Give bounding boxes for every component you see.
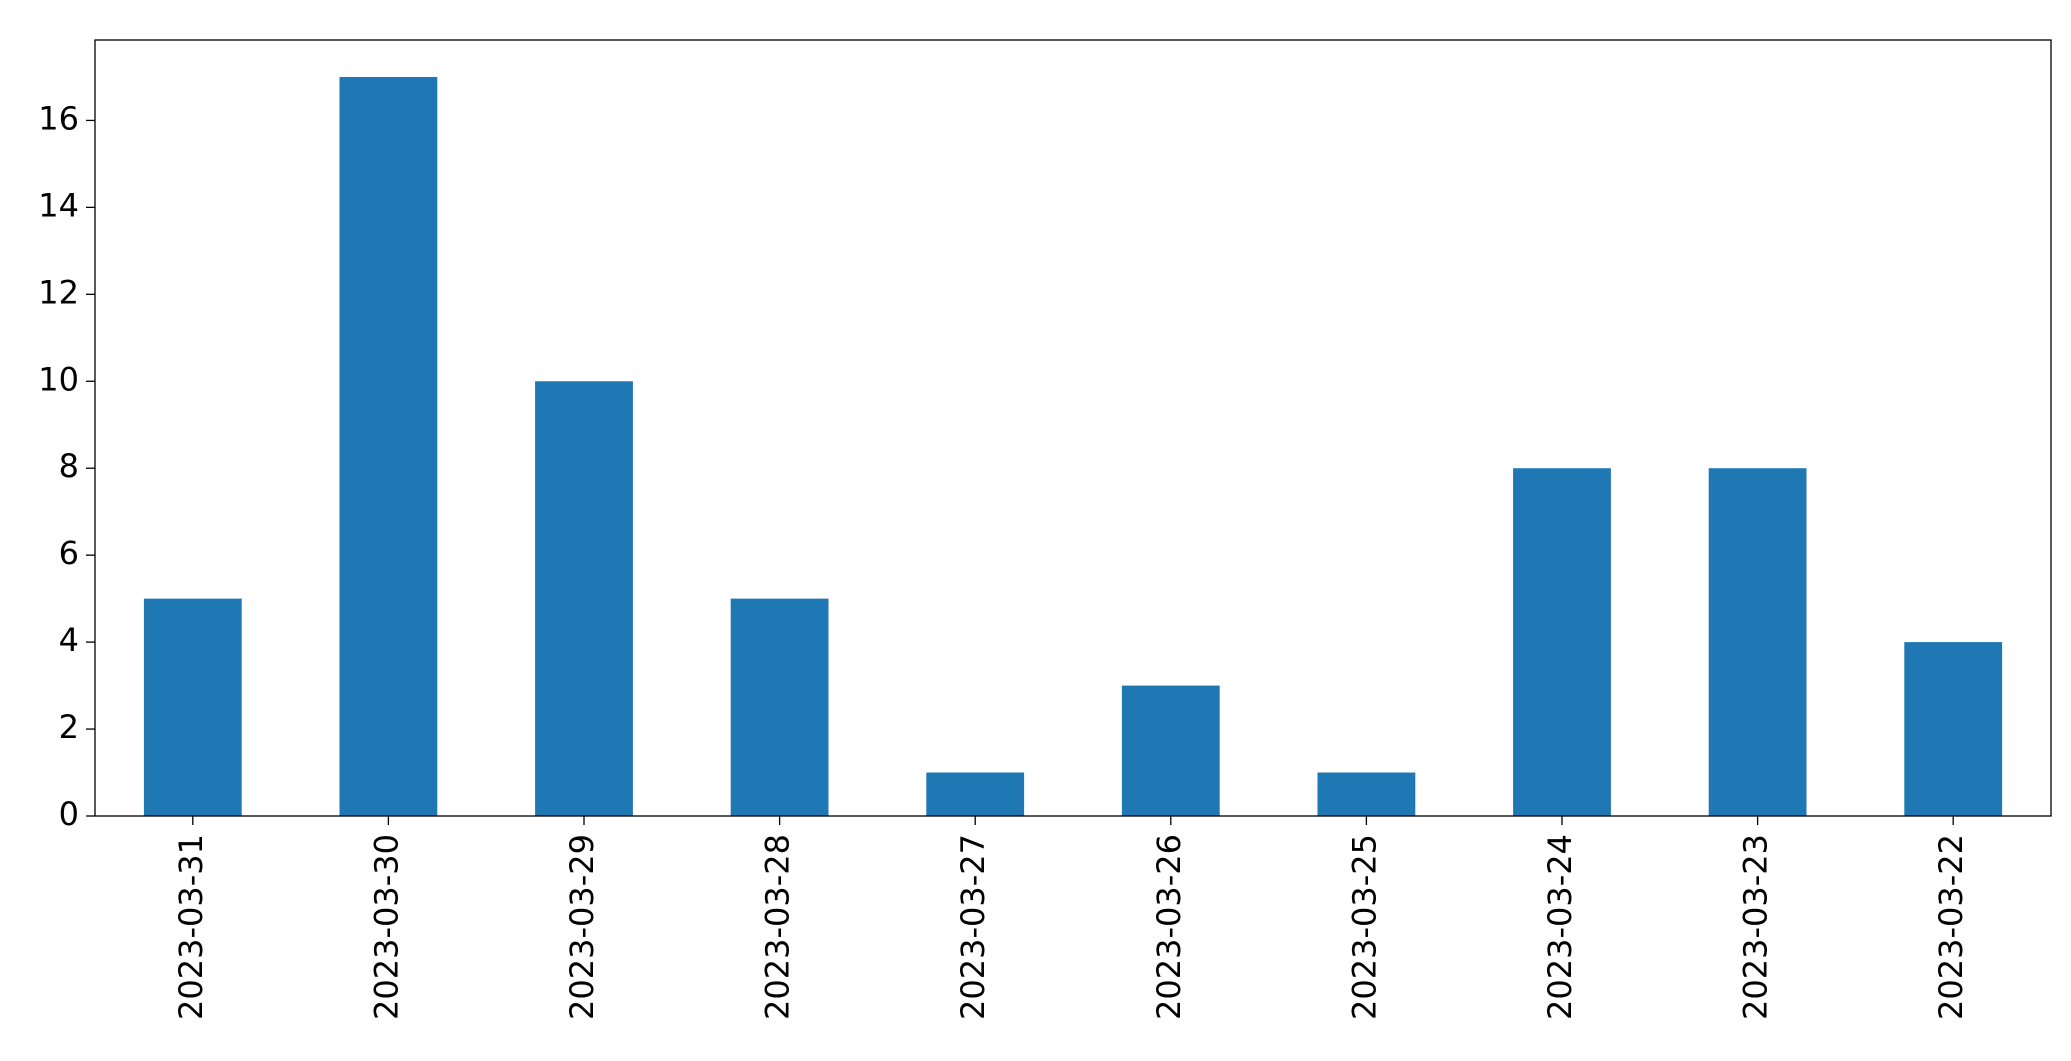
y-tick-label: 6: [59, 534, 79, 572]
bar: [1513, 468, 1611, 816]
plot-frame: [94, 39, 2052, 817]
y-tick-label: 0: [59, 795, 79, 833]
bar: [339, 76, 438, 816]
x-tick-label: 2023-03-26: [1150, 834, 1188, 1020]
x-tick-label: 2023-03-25: [1345, 834, 1383, 1020]
bar: [1317, 772, 1416, 816]
x-tick-label: 2023-03-28: [759, 834, 797, 1020]
x-tick-label: 2023-03-27: [954, 834, 992, 1020]
x-tick-label: 2023-03-29: [563, 834, 601, 1020]
bar: [535, 381, 633, 816]
bar: [143, 598, 242, 816]
bar: [926, 772, 1025, 816]
y-tick-label: 10: [38, 360, 79, 398]
x-tick-label: 2023-03-31: [172, 834, 210, 1020]
x-tick-label: 2023-03-22: [1932, 834, 1970, 1020]
bar: [730, 598, 829, 816]
y-tick-label: 14: [38, 186, 79, 224]
x-tick-label: 2023-03-23: [1737, 834, 1775, 1020]
x-tick-label: 2023-03-24: [1541, 834, 1579, 1020]
y-tick-label: 16: [38, 99, 79, 137]
y-tick-label: 4: [59, 621, 79, 659]
y-tick-label: 8: [59, 447, 79, 485]
bar: [1904, 642, 2003, 816]
y-tick-label: 2: [59, 708, 79, 746]
x-tick-label: 2023-03-30: [367, 834, 405, 1020]
bar: [1121, 685, 1220, 816]
y-tick-label: 12: [38, 273, 79, 311]
bar: [1708, 468, 1807, 816]
